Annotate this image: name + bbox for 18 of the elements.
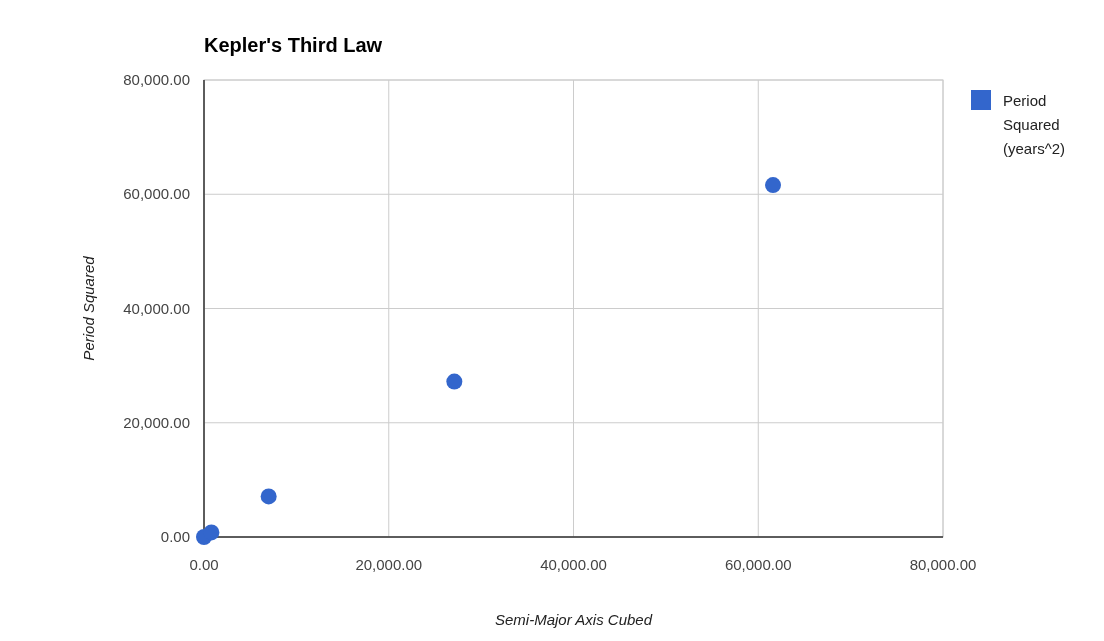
y-tick-label: 40,000.00 [123,299,190,317]
x-tick-label: 80,000.00 [909,556,977,573]
point [765,177,782,194]
y-tick-label: 20,000.00 [123,413,190,431]
legend-label: Period Squared (years^2) [1003,92,1066,157]
chart-title: Kepler's Third Law [204,34,383,56]
x-axis-title: Semi-Major Axis Cubed [495,611,653,628]
y-axis-title: Period Squared [80,255,97,361]
point [260,488,277,505]
y-tick-label: 80,000.00 [123,71,190,88]
point [446,373,463,390]
x-tick-label: 60,000.00 [724,556,792,573]
x-tick-label: 40,000.00 [540,556,607,573]
y-tick-label: 0.00 [160,528,190,545]
y-tick-label: 60,000.00 [123,185,190,203]
point [203,524,220,541]
x-tick-label: 0.00 [189,556,219,573]
x-tick-label: 20,000.00 [355,556,423,573]
